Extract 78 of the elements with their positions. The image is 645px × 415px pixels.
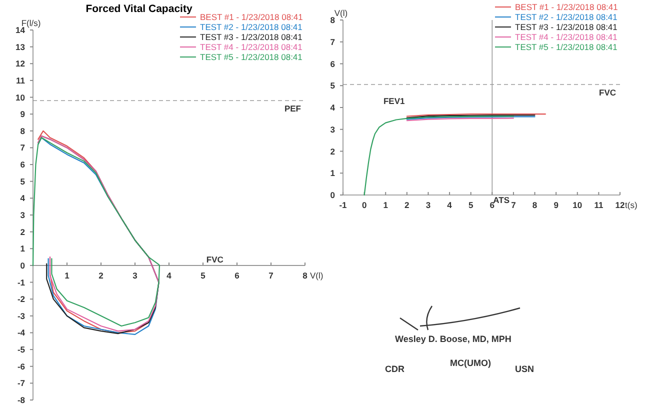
y-tick-label: 4 bbox=[330, 102, 336, 112]
x-tick-label: -1 bbox=[339, 200, 348, 210]
y-tick-label: 2 bbox=[330, 146, 336, 156]
y-tick-label: 0 bbox=[330, 190, 336, 200]
ref-line-label: FVC bbox=[599, 88, 616, 98]
y-tick-label: 5 bbox=[330, 80, 336, 91]
y-tick-label: 11 bbox=[16, 75, 26, 86]
legend-label: TEST #3 - 1/23/2018 08:41 bbox=[200, 32, 303, 42]
y-tick-label: 2 bbox=[20, 226, 26, 237]
x-tick-label: 7 bbox=[511, 200, 516, 210]
x-tick-label: 5 bbox=[468, 200, 474, 210]
x-tick-label: 5 bbox=[200, 270, 206, 280]
y-tick-label: -4 bbox=[17, 328, 26, 338]
x-tick-label: 4 bbox=[166, 270, 172, 280]
y-tick-label: -5 bbox=[17, 344, 26, 355]
x-tick-label: 11 bbox=[594, 200, 604, 210]
y-tick-label: 6 bbox=[330, 58, 336, 69]
x-tick-label: 3 bbox=[426, 200, 431, 210]
y-tick-label: 1 bbox=[20, 244, 26, 254]
y-tick-label: 7 bbox=[330, 36, 336, 47]
legend-label: TEST #5 - 1/23/2018 08:41 bbox=[200, 52, 303, 62]
y-tick-label: 12 bbox=[16, 58, 26, 69]
y-tick-label: -3 bbox=[17, 310, 26, 321]
text: MC(UMO) bbox=[450, 358, 491, 368]
y-tick-label: -1 bbox=[17, 277, 26, 288]
x-tick-label: 4 bbox=[447, 200, 452, 210]
legend-label: TEST #3 - 1/23/2018 08:41 bbox=[515, 22, 618, 32]
text: CDR bbox=[385, 364, 405, 374]
ref-line-label: ATS bbox=[493, 195, 510, 205]
x-axis-title: V(l) bbox=[310, 270, 324, 280]
annotation: FVC bbox=[206, 254, 224, 264]
y-tick-label: 9 bbox=[20, 109, 26, 120]
ref-line-label: PEF bbox=[284, 104, 301, 114]
x-axis-title: t(s) bbox=[625, 200, 638, 210]
legend-label: TEST #2 - 1/23/2018 08:41 bbox=[515, 12, 618, 22]
x-tick-label: 10 bbox=[572, 200, 582, 210]
text: Wesley D. Boose, MD, MPH bbox=[395, 334, 512, 344]
x-tick-label: 2 bbox=[98, 270, 104, 280]
y-tick-label: 8 bbox=[330, 15, 336, 25]
x-tick-label: 12 bbox=[615, 200, 625, 210]
x-tick-label: 8 bbox=[302, 270, 308, 280]
y-tick-label: 5 bbox=[20, 176, 26, 186]
y-tick-label: -7 bbox=[17, 378, 26, 388]
y-tick-label: 7 bbox=[20, 142, 26, 153]
y-tick-label: 3 bbox=[20, 210, 26, 220]
x-tick-label: 6 bbox=[490, 200, 495, 210]
y-tick-label: 1 bbox=[330, 168, 336, 178]
x-tick-label: 2 bbox=[404, 200, 410, 210]
y-tick-label: 0 bbox=[20, 260, 26, 270]
y-tick-label: 14 bbox=[16, 25, 26, 35]
legend-label: TEST #2 - 1/23/2018 08:41 bbox=[200, 22, 303, 32]
legend-label: TEST #4 - 1/23/2018 08:41 bbox=[515, 32, 618, 42]
y-tick-label: -8 bbox=[17, 395, 26, 405]
x-tick-label: 8 bbox=[532, 200, 538, 210]
y-tick-label: 3 bbox=[330, 124, 336, 134]
y-tick-label: 8 bbox=[20, 126, 26, 136]
x-tick-label: 3 bbox=[132, 270, 138, 280]
y-tick-label: -2 bbox=[17, 294, 26, 304]
x-tick-label: 9 bbox=[554, 200, 559, 210]
y-tick-label: 4 bbox=[20, 193, 26, 204]
x-tick-label: 0 bbox=[362, 200, 367, 210]
x-tick-label: 1 bbox=[64, 270, 70, 280]
y-axis-title: V(l) bbox=[334, 8, 348, 18]
text: USN bbox=[515, 364, 534, 374]
x-tick-label: 7 bbox=[268, 270, 274, 280]
y-axis-title: F(l/s) bbox=[21, 18, 41, 28]
chart-title: Forced Vital Capacity bbox=[86, 3, 192, 15]
y-tick-label: 10 bbox=[16, 92, 26, 102]
y-tick-label: 6 bbox=[20, 160, 26, 170]
x-tick-label: 6 bbox=[234, 270, 240, 280]
legend-label: TEST #4 - 1/23/2018 08:41 bbox=[200, 42, 303, 52]
x-tick-label: 1 bbox=[383, 200, 388, 210]
y-tick-label: 13 bbox=[16, 42, 26, 52]
legend-label: BEST #1 - 1/23/2018 08:41 bbox=[200, 12, 304, 22]
legend-label: BEST #1 - 1/23/2018 08:41 bbox=[515, 2, 618, 12]
annotation: FEV1 bbox=[383, 96, 406, 106]
y-tick-label: -6 bbox=[17, 361, 26, 372]
legend-label: TEST #5 - 1/23/2018 08:41 bbox=[515, 42, 618, 52]
